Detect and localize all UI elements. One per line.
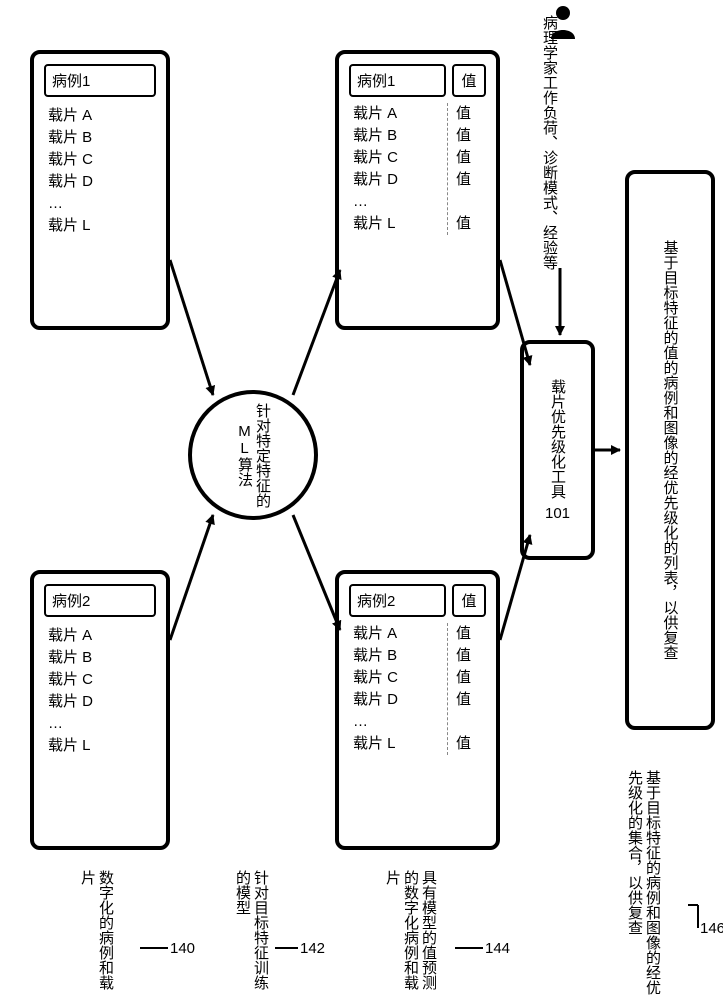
tool-label: 载片优先级化工具 [547,379,568,499]
case1-slides: 载片 A 载片 B 载片 C 载片 D … 载片 L [34,105,166,237]
top-input-text: 病理学家工作负荷、诊断模式、经验等 [540,15,559,270]
case1-header: 病例1 [44,64,156,97]
pred-val-header2: 值 [452,584,486,617]
pred-case2-box: 病例2 值 载片 A 载片 B 载片 C 载片 D … 载片 L 值 值 值 值… [335,570,500,850]
output-caption: 基于目标特征的病例和图像的经优先级化的集合，以供复查 [625,770,661,1000]
list-item: 载片 C [48,669,166,691]
list-item: 载片 B [48,647,166,669]
output-text: 基于目标特征的值的病例和图像的经优先级化的列表，以供复查 [661,240,680,660]
list-item: 载片 A [353,623,447,645]
ref-144: 144 [485,940,510,957]
list-item: 载片 C [353,667,447,689]
list-item: 载片 D [353,169,447,191]
ref-146: 146 [700,920,723,937]
pred-case2-header: 病例2 [349,584,446,617]
pred-case2-vals: 值 值 值 值 值 [447,623,496,755]
list-item: 值 [456,103,496,125]
list-item [456,711,496,733]
tool-box: 载片优先级化工具 101 [520,340,595,560]
ml-circle: 针对特定特征的ML算法 [188,390,318,520]
col1-caption: 数字化的病例和载片 [78,870,114,1000]
list-item: 载片 L [353,213,447,235]
list-item: 载片 A [48,105,166,127]
col3-caption: 具有模型的值预测的数字化病例和载片 [383,870,437,1000]
list-item: 值 [456,147,496,169]
list-item: 载片 B [48,127,166,149]
ml-text: 针对特定特征的ML算法 [235,394,271,516]
list-item: 载片 A [48,625,166,647]
case2-slides: 载片 A 载片 B 载片 C 载片 D … 载片 L [34,625,166,757]
list-item: … [48,193,166,215]
list-item: 载片 B [353,645,447,667]
list-item: 载片 D [353,689,447,711]
list-item: 载片 C [353,147,447,169]
list-item: … [48,713,166,735]
list-item: 值 [456,169,496,191]
pred-case1-box: 病例1 值 载片 A 载片 B 载片 C 载片 D … 载片 L 值 值 值 值… [335,50,500,330]
pred-case1-vals: 值 值 值 值 值 [447,103,496,235]
list-item: … [353,191,447,213]
user-icon [548,5,578,39]
pred-val-header: 值 [452,64,486,97]
pred-case1-header: 病例1 [349,64,446,97]
list-item: … [353,711,447,733]
list-item: 值 [456,125,496,147]
list-item: 载片 L [48,215,166,237]
case1-box: 病例1 载片 A 载片 B 载片 C 载片 D … 载片 L [30,50,170,330]
list-item: 载片 B [353,125,447,147]
list-item: 值 [456,623,496,645]
pred-case2-slides: 载片 A 载片 B 载片 C 载片 D … 载片 L [339,623,447,755]
list-item: 载片 D [48,171,166,193]
list-item: 值 [456,213,496,235]
list-item: 载片 C [48,149,166,171]
list-item: 值 [456,733,496,755]
list-item: 值 [456,645,496,667]
list-item: 载片 A [353,103,447,125]
ref-140: 140 [170,940,195,957]
list-item [456,191,496,213]
list-item: 值 [456,667,496,689]
ml-caption: 针对目标特征训练的模型 [233,870,269,1000]
tool-num: 101 [545,505,570,522]
ref-142: 142 [300,940,325,957]
case2-box: 病例2 载片 A 载片 B 载片 C 载片 D … 载片 L [30,570,170,850]
list-item: 载片 L [48,735,166,757]
list-item: 载片 L [353,733,447,755]
list-item: 值 [456,689,496,711]
list-item: 载片 D [48,691,166,713]
case2-header: 病例2 [44,584,156,617]
pred-case1-slides: 载片 A 载片 B 载片 C 载片 D … 载片 L [339,103,447,235]
output-box: 基于目标特征的值的病例和图像的经优先级化的列表，以供复查 [625,170,715,730]
